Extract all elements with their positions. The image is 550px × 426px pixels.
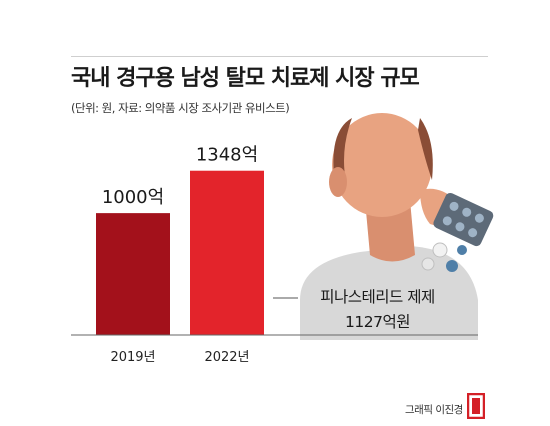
bar-value-label-0: 1000억 — [102, 187, 164, 208]
bar-1 — [190, 170, 264, 335]
chart-subtitle: (단위: 원, 자료: 의약품 시장 조사기관 유비스트) — [71, 101, 290, 115]
category-label-1: 2022년 — [204, 350, 249, 365]
hair-shape — [333, 118, 352, 182]
bar-0 — [96, 213, 170, 335]
pills-icon — [421, 242, 467, 272]
ear-shape — [329, 167, 347, 197]
bar-value-label-1: 1348억 — [196, 145, 258, 166]
annotation-label: 피나스테리드 제제 1127억원 — [300, 285, 455, 335]
head-shape — [332, 113, 432, 217]
shirt-shape — [300, 246, 478, 340]
chart-title: 국내 경구용 남성 탈모 치료제 시장 규모 — [71, 66, 420, 91]
pill-blister-pack-icon — [433, 192, 494, 247]
top-rule — [71, 56, 488, 57]
brand-logo-icon — [467, 393, 485, 419]
annotation-line-1: 피나스테리드 제제 — [320, 288, 435, 306]
annotation-line-2: 1127억원 — [345, 313, 410, 331]
graphic-credit: 그래픽 이진경 — [405, 404, 463, 416]
category-label-0: 2019년 — [110, 350, 155, 365]
